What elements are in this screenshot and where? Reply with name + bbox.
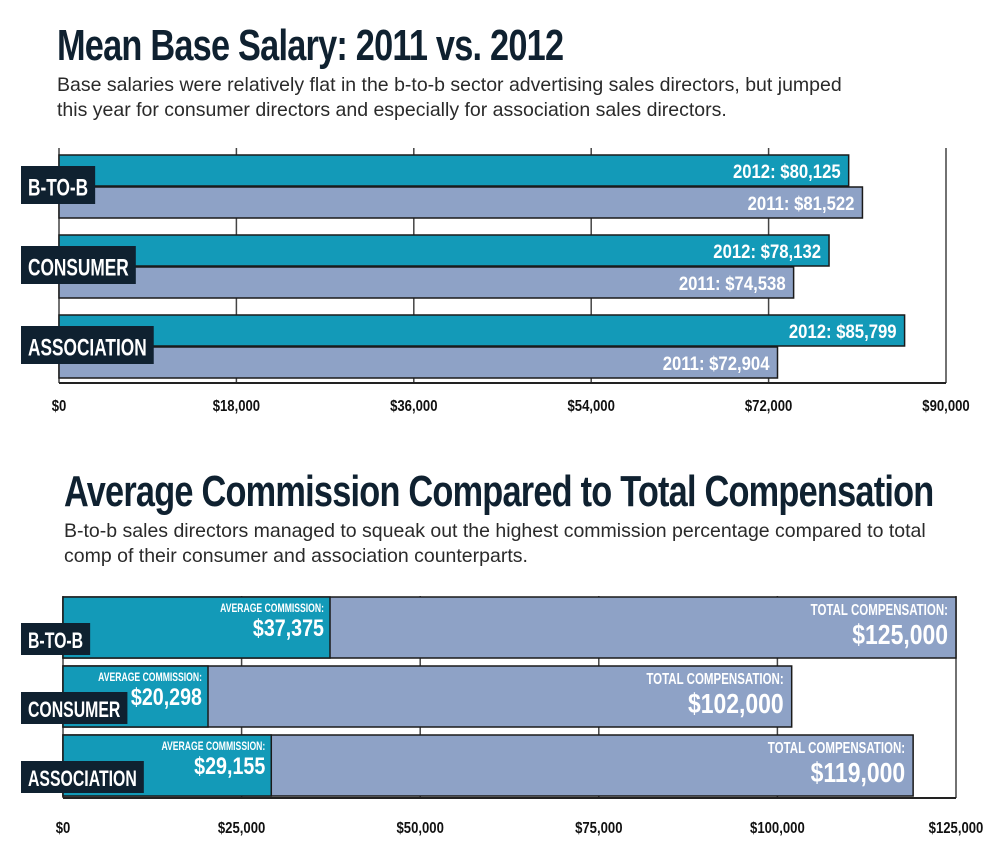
chart2-total-value-label-group: $102,000 (688, 689, 784, 720)
chart1-tick-label-group: $18,000 (213, 398, 260, 415)
chart2-total-value-label-group: $119,000 (811, 758, 905, 789)
chart2-commission-series-label-group: AVERAGE COMMISSION: (98, 672, 202, 685)
chart1-bar (58, 234, 830, 267)
chart1-tick-label: $54,000 (567, 398, 614, 415)
chart1-bar (58, 314, 906, 347)
chart2-total-series-label: TOTAL COMPENSATION: (811, 600, 948, 618)
chart2-commission-series-label: AVERAGE COMMISSION: (161, 741, 265, 754)
chart2-tick-label-group: $125,000 (929, 820, 984, 837)
chart2-category-label-text-group: CONSUMER (28, 699, 120, 723)
chart2-category-label-text: CONSUMER (28, 699, 120, 723)
chart1-bar-label-group: 2011: $81,522 (748, 193, 855, 214)
chart1-category-label-text: ASSOCIATION (28, 335, 147, 361)
chart2-total-value-label: $125,000 (852, 620, 948, 651)
chart2-tick-label: $125,000 (929, 820, 984, 837)
chart2-category-label-bg (21, 623, 91, 655)
chart2-total-series-label-group: TOTAL COMPENSATION: (646, 669, 783, 687)
chart2-commission-series-label-group: AVERAGE COMMISSION: (220, 603, 324, 616)
chart1-tick-label-group: $72,000 (745, 398, 792, 415)
chart2-title: Average Commission Compared to Total Com… (64, 467, 934, 516)
chart1-tick-label-group: $54,000 (567, 398, 614, 415)
chart1-tick-label: $36,000 (390, 398, 437, 415)
chart2-tick-label: $75,000 (575, 820, 622, 837)
chart2-total-value-label: $119,000 (811, 758, 905, 789)
chart2-total-series-label: TOTAL COMPENSATION: (768, 738, 905, 756)
chart1-bar-label-group: 2012: $78,132 (713, 241, 821, 262)
chart1-bar-label-group: 2012: $85,799 (789, 321, 897, 342)
chart2-commission-series-label: AVERAGE COMMISSION: (220, 603, 324, 616)
chart2-category-label-text-group: B-TO-B (28, 630, 83, 654)
chart2-tick-label-group: $50,000 (396, 820, 443, 837)
chart1-category-label-text-group: CONSUMER (28, 255, 129, 281)
chart2-commission-value-label: $20,298 (131, 683, 202, 710)
chart2-category-label-group: B-TO-B (21, 623, 91, 655)
chart1-category-label-text: B-TO-B (28, 175, 88, 201)
chart1-tick-label-group: $0 (52, 398, 67, 415)
chart1-tick-label: $18,000 (213, 398, 260, 415)
chart2-tick-label: $0 (56, 820, 71, 837)
chart1-bar (58, 346, 779, 379)
chart1-bar-label-group: 2011: $72,904 (663, 353, 770, 374)
chart2-commission-value-label: $37,375 (253, 614, 324, 641)
chart2-tick-label-group: $75,000 (575, 820, 622, 837)
chart2-commission-value-label: $29,155 (194, 752, 265, 779)
chart1-tick-label: $72,000 (745, 398, 792, 415)
chart1-bar-label: 2011: $81,522 (748, 193, 855, 214)
chart2-category-label-text: B-TO-B (28, 630, 83, 654)
chart2-total-series-label-group: TOTAL COMPENSATION: (768, 738, 905, 756)
chart1-bar-label: 2011: $74,538 (679, 273, 786, 294)
chart1-bar-label-group: 2012: $80,125 (733, 161, 841, 182)
chart2-commission-series-label-group: AVERAGE COMMISSION: (161, 741, 265, 754)
chart1-category-label-bg (21, 246, 136, 284)
chart2-tick-label-group: $0 (56, 820, 71, 837)
chart1-bar (58, 154, 850, 187)
chart2-commission-value-label-group: $37,375 (253, 614, 324, 641)
chart1-category-label-bg (21, 326, 154, 364)
chart1-category-label-group: ASSOCIATION (21, 326, 154, 364)
chart1-bar-label-group: 2011: $74,538 (679, 273, 786, 294)
chart2-category-label-text-group: ASSOCIATION (28, 768, 137, 792)
chart2-tick-label: $25,000 (218, 820, 265, 837)
chart2-tick-label: $100,000 (750, 820, 805, 837)
chart2-total-series-label-group: TOTAL COMPENSATION: (811, 600, 948, 618)
chart1-bar (58, 186, 864, 219)
chart2-total-value-label: $102,000 (688, 689, 784, 720)
chart2-tick-label: $50,000 (396, 820, 443, 837)
chart2-total-value-label-group: $125,000 (852, 620, 948, 651)
chart2-total-series-label: TOTAL COMPENSATION: (646, 669, 783, 687)
chart2-commission-value-label-group: $20,298 (131, 683, 202, 710)
chart1-bar-label: 2012: $78,132 (713, 241, 821, 262)
chart1-category-label-group: CONSUMER (21, 246, 136, 284)
chart2-tick-label-group: $25,000 (218, 820, 265, 837)
chart1-bar-label: 2011: $72,904 (663, 353, 770, 374)
chart1-category-label-text-group: ASSOCIATION (28, 335, 147, 361)
chart1-category-label-text-group: B-TO-B (28, 175, 88, 201)
chart2-category-label-bg (21, 692, 128, 724)
chart2-tick-label-group: $100,000 (750, 820, 805, 837)
chart2-subtitle: B-to-b sales directors managed to squeak… (64, 520, 926, 567)
chart2-category-label-group: ASSOCIATION (21, 761, 144, 793)
chart1-category-label-bg (21, 166, 96, 204)
chart2-category-label-bg (21, 761, 144, 793)
chart1-category-label-text: CONSUMER (28, 255, 129, 281)
chart1-subtitle: Base salaries were relatively flat in th… (57, 74, 842, 121)
chart2-commission-series-label: AVERAGE COMMISSION: (98, 672, 202, 685)
chart1-title: Mean Base Salary: 2011 vs. 2012 (57, 21, 564, 70)
chart1-bar-label: 2012: $85,799 (789, 321, 897, 342)
chart1-tick-label-group: $36,000 (390, 398, 437, 415)
chart2-commission-value-label-group: $29,155 (194, 752, 265, 779)
chart1-tick-label: $0 (52, 398, 67, 415)
chart1-bar-label: 2012: $80,125 (733, 161, 841, 182)
chart1-tick-label: $90,000 (922, 398, 969, 415)
chart1-category-label-group: B-TO-B (21, 166, 96, 204)
chart2-category-label-text: ASSOCIATION (28, 768, 137, 792)
chart1-tick-label-group: $90,000 (922, 398, 969, 415)
chart2-category-label-group: CONSUMER (21, 692, 128, 724)
